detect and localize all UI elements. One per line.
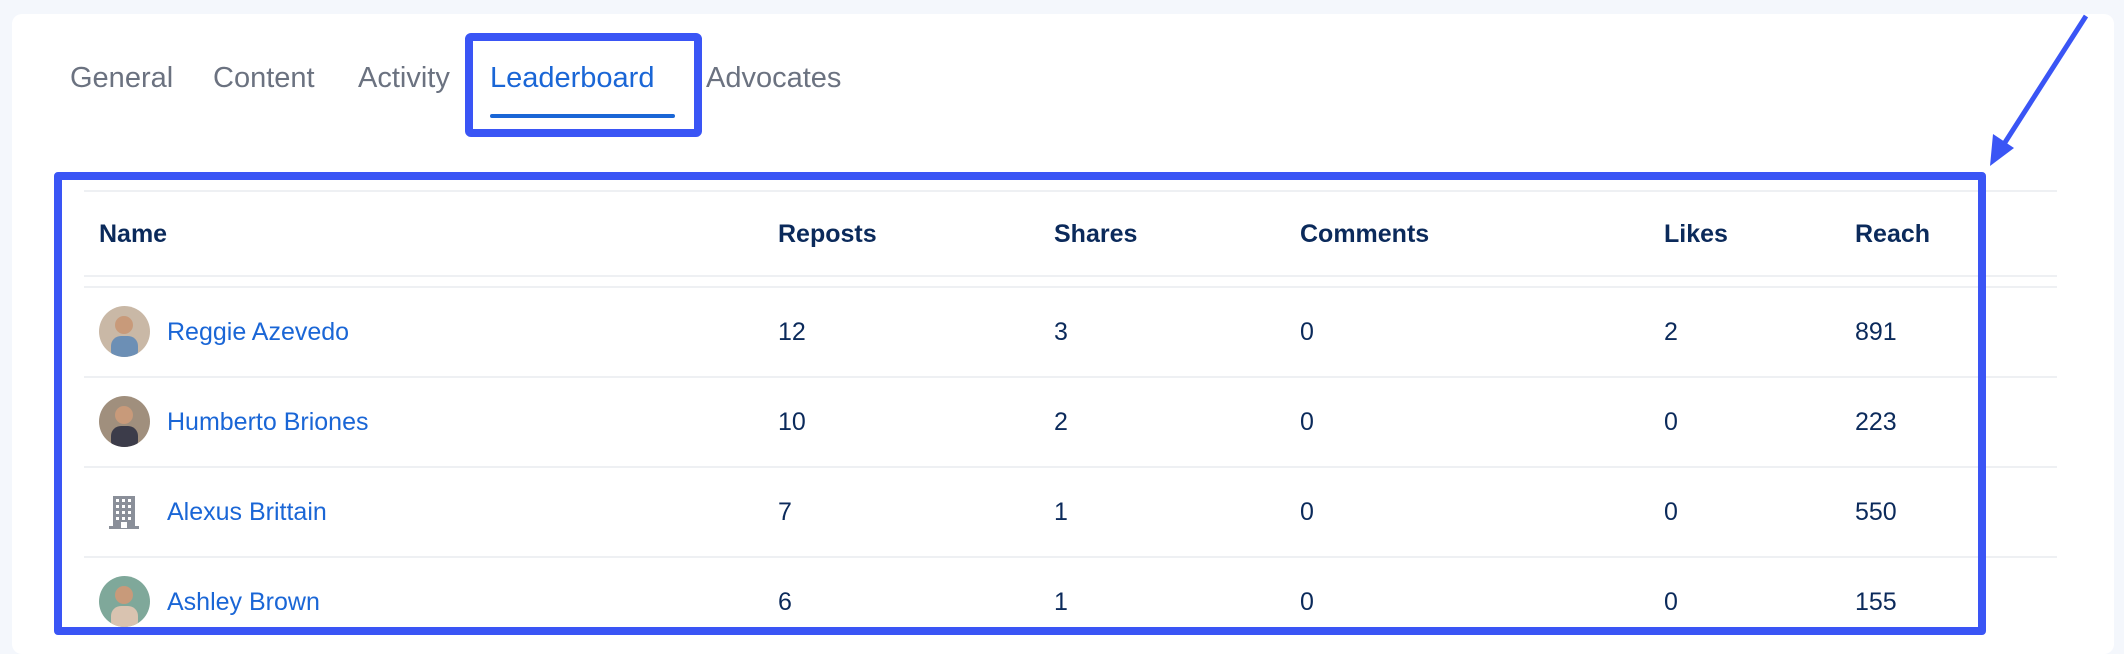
- cell-likes: 0: [1664, 588, 1678, 616]
- header-reposts: Reposts: [778, 220, 877, 248]
- cell-reach: 891: [1855, 318, 1897, 346]
- cell-reach: 155: [1855, 588, 1897, 616]
- avatar: [99, 306, 150, 357]
- divider: [84, 466, 2057, 468]
- annotation-arrow-icon: [1990, 14, 2089, 166]
- table-row: Ashley Brown 6 1 0 0 155: [84, 557, 2057, 647]
- cell-shares: 3: [1054, 318, 1068, 346]
- cell-shares: 2: [1054, 408, 1068, 436]
- cell-likes: 0: [1664, 498, 1678, 526]
- divider: [84, 376, 2057, 378]
- avatar: [99, 576, 150, 627]
- active-tab-indicator: [490, 114, 675, 118]
- divider: [84, 286, 2057, 288]
- header-likes: Likes: [1664, 220, 1728, 248]
- cell-comments: 0: [1300, 408, 1314, 436]
- annotation-highlight-table: [54, 172, 1986, 635]
- cell-shares: 1: [1054, 588, 1068, 616]
- header-reach: Reach: [1855, 220, 1931, 248]
- avatar: [99, 396, 150, 447]
- annotation-highlight-tab: [465, 33, 702, 137]
- table-row: Reggie Azevedo 12 3 0 2 891: [84, 287, 2057, 378]
- leaderboard-card: [12, 14, 2114, 654]
- cell-comments: 0: [1300, 318, 1314, 346]
- advocate-name-link[interactable]: Reggie Azevedo: [167, 318, 350, 346]
- divider: [84, 556, 2057, 558]
- cell-reposts: 7: [778, 498, 792, 526]
- cell-reach: 223: [1855, 408, 1897, 436]
- tab-content[interactable]: Content: [213, 62, 315, 94]
- cell-reposts: 6: [778, 588, 792, 616]
- cell-reach: 550: [1855, 498, 1897, 526]
- header-comments: Comments: [1300, 220, 1430, 248]
- cell-shares: 1: [1054, 498, 1068, 526]
- cell-likes: 2: [1664, 318, 1678, 346]
- divider: [84, 275, 2057, 277]
- table-row: Humberto Briones 10 2 0 0 223: [84, 377, 2057, 468]
- tab-advocates[interactable]: Advocates: [706, 62, 842, 94]
- header-shares: Shares: [1054, 220, 1138, 248]
- cell-comments: 0: [1300, 588, 1314, 616]
- cell-reposts: 10: [778, 408, 806, 436]
- table-row: Alexus Brittain 7 1 0 0 550: [84, 467, 2057, 558]
- header-name: Name: [99, 220, 168, 248]
- tab-activity[interactable]: Activity: [358, 62, 450, 94]
- divider: [84, 190, 2057, 192]
- cell-likes: 0: [1664, 408, 1678, 436]
- tab-leaderboard[interactable]: Leaderboard: [490, 62, 655, 94]
- tab-general[interactable]: General: [70, 62, 174, 94]
- cell-comments: 0: [1300, 498, 1314, 526]
- advocate-name-link[interactable]: Humberto Briones: [167, 408, 369, 436]
- building-icon: [99, 486, 150, 537]
- cell-reposts: 12: [778, 318, 806, 346]
- advocate-name-link[interactable]: Alexus Brittain: [167, 498, 327, 526]
- advocate-name-link[interactable]: Ashley Brown: [167, 588, 320, 616]
